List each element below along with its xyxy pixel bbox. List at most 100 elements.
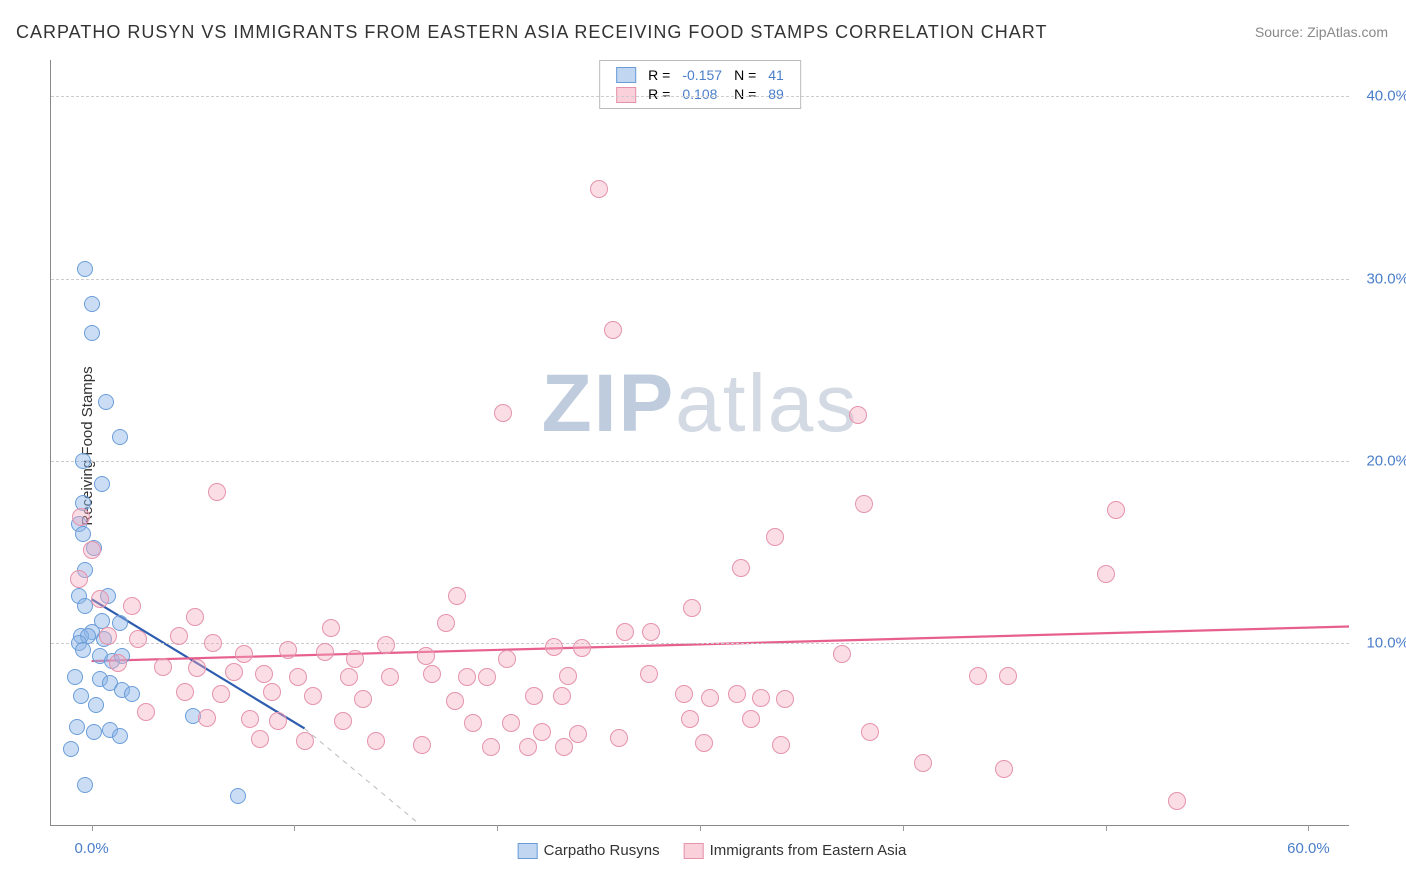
data-point-a [112,728,128,744]
legend-r-value: 0.108 [676,84,728,103]
data-point-b [377,636,395,654]
legend-r-label: R = [642,84,676,103]
data-point-b [304,687,322,705]
data-point-b [72,508,90,526]
data-point-b [752,689,770,707]
data-point-b [448,587,466,605]
data-point-b [616,623,634,641]
x-tick-label: 0.0% [74,840,108,857]
legend-r-label: R = [642,65,676,84]
data-point-b [833,645,851,663]
data-point-b [170,627,188,645]
data-point-b [766,528,784,546]
x-tick-mark [497,825,498,831]
gridline-h [51,96,1349,97]
data-point-b [417,647,435,665]
data-point-b [208,483,226,501]
data-point-b [316,643,334,661]
data-point-b [555,738,573,756]
data-point-b [367,732,385,750]
legend-series: Carpatho Rusyns Immigrants from Eastern A… [494,842,907,859]
data-point-b [999,667,1017,685]
data-point-b [70,570,88,588]
data-point-b [995,760,1013,778]
data-point-b [340,668,358,686]
data-point-b [176,683,194,701]
data-point-b [225,663,243,681]
data-point-b [235,645,253,663]
data-point-b [186,608,204,626]
data-point-b [683,599,701,617]
gridline-h [51,461,1349,462]
data-point-b [675,685,693,703]
data-point-b [695,734,713,752]
data-point-a [230,788,246,804]
data-point-a [75,453,91,469]
data-point-a [88,697,104,713]
data-point-a [69,719,85,735]
data-point-b [241,710,259,728]
legend-swatch [616,87,636,103]
data-point-b [137,703,155,721]
data-point-b [482,738,500,756]
data-point-a [77,777,93,793]
chart-container: CARPATHO RUSYN VS IMMIGRANTS FROM EASTER… [0,0,1406,892]
x-tick-mark [903,825,904,831]
gridline-h [51,279,1349,280]
data-point-b [188,659,206,677]
data-point-b [502,714,520,732]
x-tick-mark [700,825,701,831]
data-point-a [75,642,91,658]
data-point-b [251,730,269,748]
data-point-b [533,723,551,741]
legend-n-label: N = [728,84,762,103]
data-point-a [75,526,91,542]
data-point-b [322,619,340,637]
data-point-b [423,665,441,683]
data-point-b [346,650,364,668]
data-point-b [849,406,867,424]
watermark: ZIPatlas [542,357,859,451]
data-point-b [204,634,222,652]
data-point-b [296,732,314,750]
data-point-b [354,690,372,708]
data-point-b [590,180,608,198]
data-point-b [255,665,273,683]
legend-r-value: -0.157 [676,65,728,84]
y-tick-label: 10.0% [1366,634,1406,651]
data-point-a [84,296,100,312]
data-point-b [861,723,879,741]
data-point-b [569,725,587,743]
x-tick-mark [1106,825,1107,831]
data-point-a [84,325,100,341]
data-point-b [109,654,127,672]
data-point-b [604,321,622,339]
data-point-b [478,668,496,686]
legend-series-label: Carpatho Rusyns [544,842,660,859]
data-point-b [334,712,352,730]
data-point-b [1107,501,1125,519]
data-point-b [154,658,172,676]
data-point-b [559,667,577,685]
legend-swatch [616,67,636,83]
data-point-a [77,261,93,277]
x-tick-mark [1308,825,1309,831]
data-point-b [498,650,516,668]
y-tick-label: 20.0% [1366,452,1406,469]
data-point-a [112,429,128,445]
data-point-b [381,668,399,686]
data-point-b [776,690,794,708]
data-point-b [772,736,790,754]
data-point-b [437,614,455,632]
data-point-b [212,685,230,703]
data-point-b [732,559,750,577]
data-point-b [123,597,141,615]
data-point-b [1168,792,1186,810]
data-point-b [553,687,571,705]
x-tick-mark [294,825,295,831]
data-point-b [969,667,987,685]
legend-series-label: Immigrants from Eastern Asia [710,842,907,859]
data-point-b [198,709,216,727]
data-point-b [519,738,537,756]
source-label: Source: ZipAtlas.com [1255,24,1388,40]
